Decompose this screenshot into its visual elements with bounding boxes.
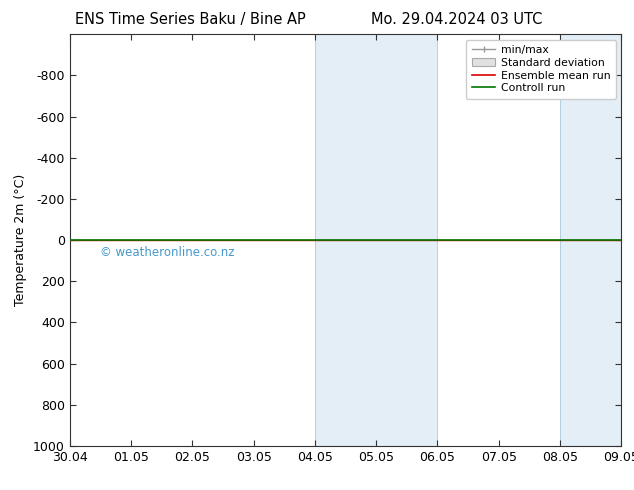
Text: ENS Time Series Baku / Bine AP: ENS Time Series Baku / Bine AP <box>75 12 306 27</box>
Text: Mo. 29.04.2024 03 UTC: Mo. 29.04.2024 03 UTC <box>371 12 542 27</box>
Y-axis label: Temperature 2m (°C): Temperature 2m (°C) <box>15 174 27 306</box>
Bar <box>560 34 621 446</box>
Bar <box>315 34 437 446</box>
Text: © weatheronline.co.nz: © weatheronline.co.nz <box>100 246 235 259</box>
Legend: min/max, Standard deviation, Ensemble mean run, Controll run: min/max, Standard deviation, Ensemble me… <box>466 40 616 98</box>
